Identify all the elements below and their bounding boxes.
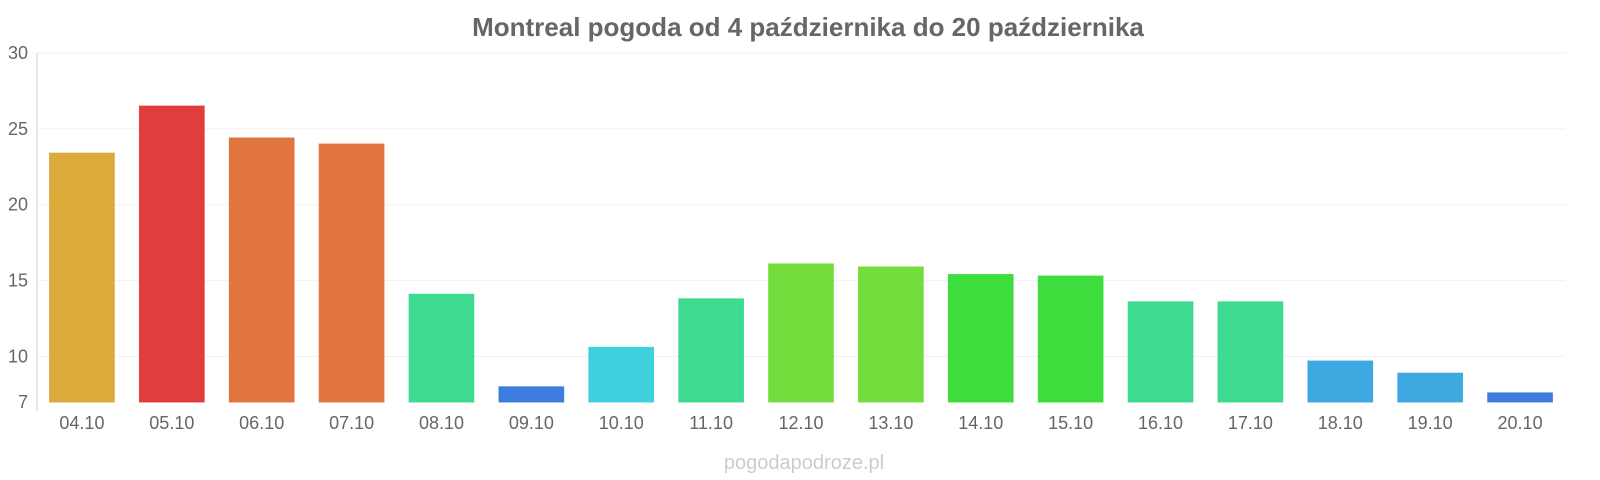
- bar-05.10: [138, 105, 205, 403]
- x-tick-label: 13.10: [868, 413, 913, 433]
- x-tick-label: 14.10: [958, 413, 1003, 433]
- x-tick-label: 06.10: [239, 413, 284, 433]
- x-tick-label: 19.10: [1408, 413, 1453, 433]
- x-tick-label: 07.10: [329, 413, 374, 433]
- y-tick-label: 30: [8, 43, 28, 63]
- x-tick-label: 12.10: [778, 413, 823, 433]
- watermark: pogodapodroze.pl: [724, 452, 884, 474]
- x-axis-ticks: 04.10 05.10 06.10 07.10 08.10 09.10 10.10 11.10…: [59, 413, 1542, 433]
- bar-04.10: [49, 152, 115, 403]
- bar-17.10: [1217, 301, 1284, 403]
- bar-06.10: [228, 137, 295, 403]
- x-tick-label: 11.10: [689, 413, 733, 433]
- bar-08.10: [408, 293, 475, 403]
- x-tick-label: 09.10: [509, 413, 554, 433]
- y-tick-label: 20: [8, 195, 28, 215]
- bar-20.10: [1487, 392, 1553, 403]
- bar-15.10: [1037, 275, 1104, 403]
- x-tick-label: 16.10: [1138, 413, 1183, 433]
- bar-12.10: [768, 263, 834, 403]
- x-tick-label: 04.10: [59, 413, 104, 433]
- bar-18.10: [1307, 360, 1374, 403]
- x-tick-label: 08.10: [419, 413, 464, 433]
- x-tick-label: 15.10: [1048, 413, 1093, 433]
- x-tick-label: 20.10: [1498, 413, 1543, 433]
- x-tick-label: 18.10: [1318, 413, 1363, 433]
- y-tick-label: 15: [8, 271, 28, 291]
- bar-07.10: [318, 143, 385, 403]
- chart-title: Montreal pogoda od 4 października do 20 …: [472, 12, 1144, 42]
- bar-09.10: [498, 386, 565, 403]
- x-tick-label: 17.10: [1228, 413, 1273, 433]
- x-tick-label: 10.10: [599, 413, 644, 433]
- y-axis-ticks: 7 10 15 20 25 30: [8, 43, 28, 412]
- y-tick-label: 10: [8, 346, 28, 366]
- bar-16.10: [1127, 301, 1194, 403]
- bar-13.10: [858, 266, 924, 403]
- x-tick-label: 05.10: [149, 413, 194, 433]
- bar-14.10: [947, 274, 1014, 403]
- bar-10.10: [588, 346, 655, 403]
- bars: [49, 105, 1553, 403]
- bar-11.10: [678, 298, 744, 403]
- y-tick-label: 7: [18, 392, 28, 412]
- y-tick-label: 25: [8, 119, 28, 139]
- bar-19.10: [1397, 372, 1464, 403]
